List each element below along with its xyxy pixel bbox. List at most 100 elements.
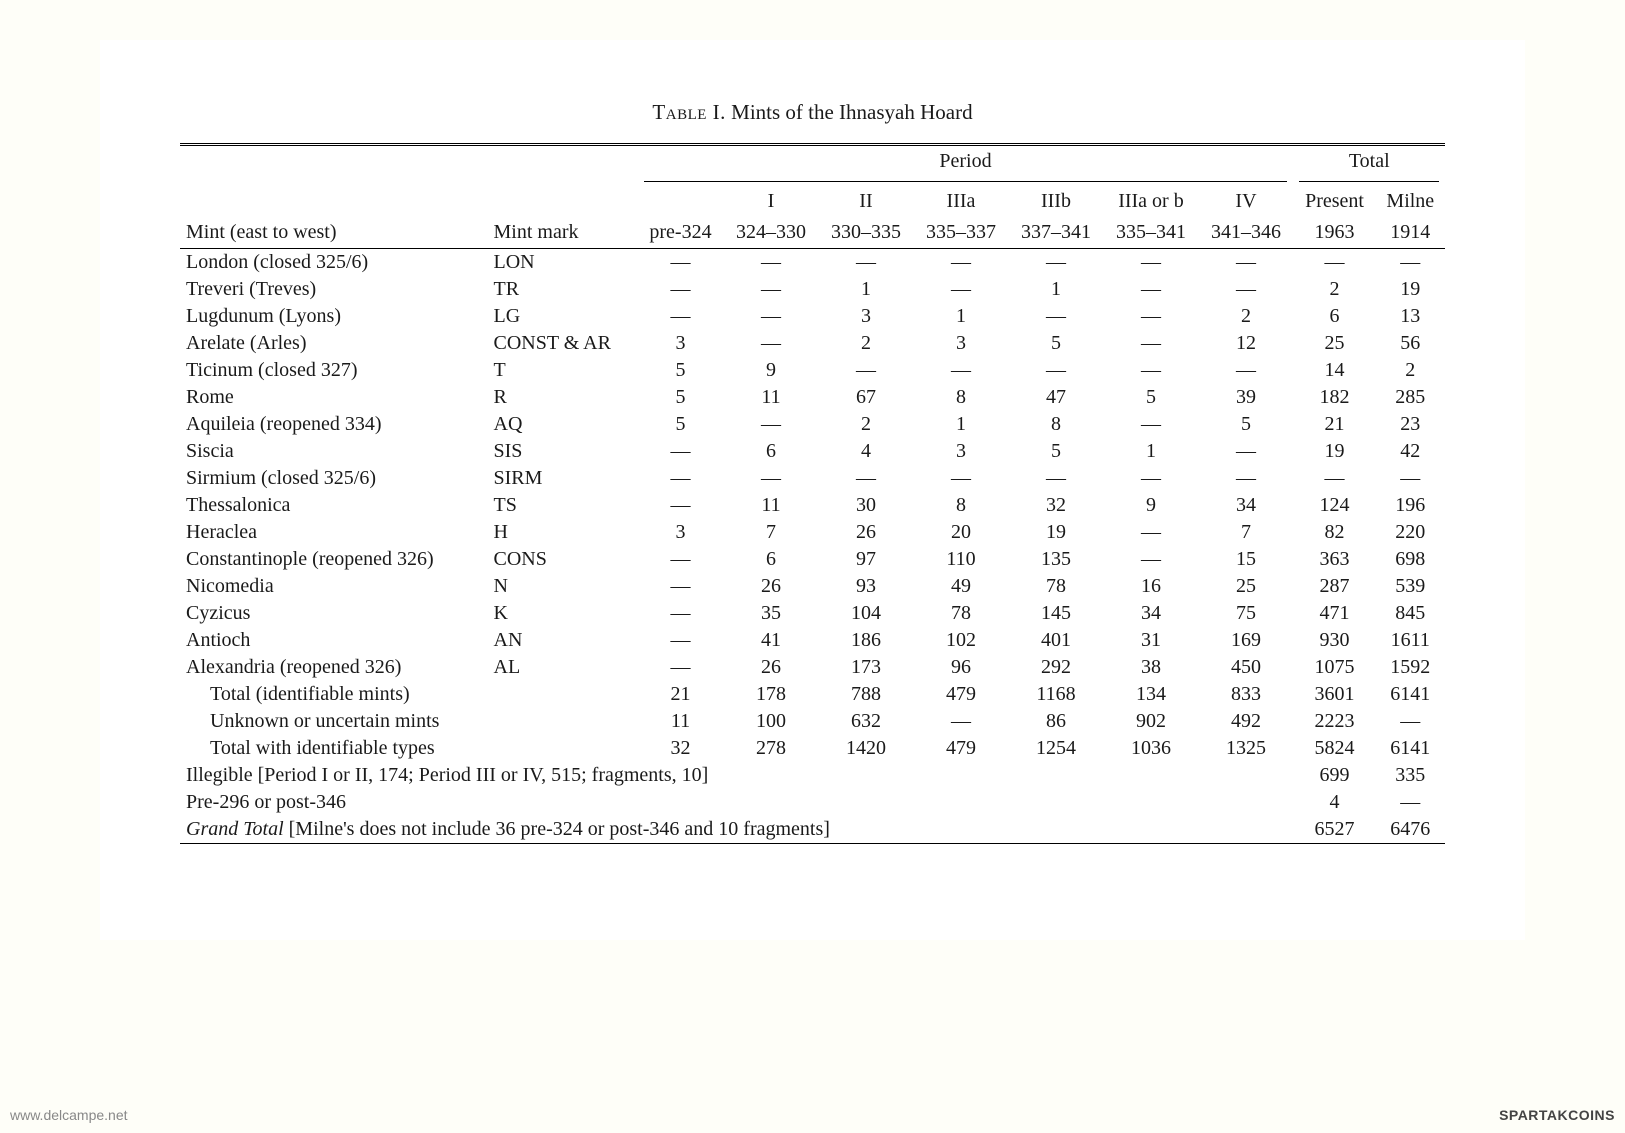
table-cell: Siscia xyxy=(180,438,488,465)
table-cell: 9 xyxy=(1103,492,1198,519)
table-cell: — xyxy=(1198,249,1293,277)
table-cell: 39 xyxy=(1198,384,1293,411)
table-cell: Total (identifiable mints) xyxy=(180,681,488,708)
table-cell: 42 xyxy=(1376,438,1445,465)
table-cell: 78 xyxy=(913,600,1008,627)
document-page: Table I. Mints of the Ihnasyah Hoard Per… xyxy=(100,40,1525,940)
summary-row: Total (identifiable mints)21178788479116… xyxy=(180,681,1445,708)
table-cell: TS xyxy=(488,492,638,519)
table-cell: — xyxy=(818,465,913,492)
table-cell: 5 xyxy=(1198,411,1293,438)
table-cell: — xyxy=(1103,330,1198,357)
table-cell: — xyxy=(638,276,724,303)
table-cell: — xyxy=(1293,465,1375,492)
table-cell: R xyxy=(488,384,638,411)
table-cell: 6 xyxy=(1293,303,1375,330)
table-cell: 492 xyxy=(1198,708,1293,735)
table-cell: 100 xyxy=(723,708,818,735)
col-head: Present xyxy=(1293,186,1375,217)
table-cell: 1 xyxy=(818,276,913,303)
table-cell: 32 xyxy=(638,735,724,762)
table-cell: — xyxy=(1008,303,1103,330)
table-row: RomeR51167847539182285 xyxy=(180,384,1445,411)
table-cell: 1254 xyxy=(1008,735,1103,762)
table-cell: 145 xyxy=(1008,600,1103,627)
header-group-row: Period Total xyxy=(180,146,1445,177)
table-cell: — xyxy=(1103,519,1198,546)
table-cell: 34 xyxy=(1198,492,1293,519)
table-cell: 11 xyxy=(723,384,818,411)
summary-row: Unknown or uncertain mints11100632—86902… xyxy=(180,708,1445,735)
table-cell: 450 xyxy=(1198,654,1293,681)
table-cell: SIRM xyxy=(488,465,638,492)
col-head: IV xyxy=(1198,186,1293,217)
mark-header: Mint mark xyxy=(488,186,638,248)
table-cell: 1325 xyxy=(1198,735,1293,762)
table-cell xyxy=(488,708,638,735)
table-row: ThessalonicaTS—1130832934124196 xyxy=(180,492,1445,519)
table-cell: — xyxy=(723,330,818,357)
table-cell: Total with identifiable types xyxy=(180,735,488,762)
table-cell: 56 xyxy=(1376,330,1445,357)
table-cell: 97 xyxy=(818,546,913,573)
table-cell: 2 xyxy=(818,330,913,357)
table-cell: 1420 xyxy=(818,735,913,762)
table-cell: 23 xyxy=(1376,411,1445,438)
table-cell: — xyxy=(638,249,724,277)
table-cell: 6476 xyxy=(1376,816,1445,843)
table-cell: 6141 xyxy=(1376,735,1445,762)
table-cell: 14 xyxy=(1293,357,1375,384)
table-cell: 5 xyxy=(1103,384,1198,411)
table-cell: Treveri (Treves) xyxy=(180,276,488,303)
table-cell: 278 xyxy=(723,735,818,762)
table-cell: 1 xyxy=(1008,276,1103,303)
table-cell: 5824 xyxy=(1293,735,1375,762)
table-cell: — xyxy=(638,627,724,654)
table-cell: — xyxy=(1376,708,1445,735)
table-row: Treveri (Treves)TR——1—1——219 xyxy=(180,276,1445,303)
span-row: Grand Total [Milne's does not include 36… xyxy=(180,816,1445,843)
table-cell: — xyxy=(1103,357,1198,384)
table-cell: 34 xyxy=(1103,600,1198,627)
table-cell: 12 xyxy=(1198,330,1293,357)
table-cell: — xyxy=(1103,546,1198,573)
table-row: Ticinum (closed 327)T59—————142 xyxy=(180,357,1445,384)
table-cell: 1168 xyxy=(1008,681,1103,708)
table-cell: 67 xyxy=(818,384,913,411)
col-sub: 330–335 xyxy=(818,217,913,248)
table-cell: 471 xyxy=(1293,600,1375,627)
table-cell: — xyxy=(818,357,913,384)
period-group-header: Period xyxy=(638,146,1294,177)
table-cell: — xyxy=(723,465,818,492)
table-cell: 19 xyxy=(1008,519,1103,546)
table-cell: Ticinum (closed 327) xyxy=(180,357,488,384)
col-sub: 335–337 xyxy=(913,217,1008,248)
col-head: IIIb xyxy=(1008,186,1103,217)
table-cell: 110 xyxy=(913,546,1008,573)
table-cell: — xyxy=(1376,249,1445,277)
table-cell: — xyxy=(638,573,724,600)
table-cell: — xyxy=(638,438,724,465)
table-cell: 32 xyxy=(1008,492,1103,519)
table-cell: AQ xyxy=(488,411,638,438)
table-cell: 699 xyxy=(1293,762,1375,789)
table-cell: — xyxy=(913,357,1008,384)
table-cell: 186 xyxy=(818,627,913,654)
table-cell: — xyxy=(1008,465,1103,492)
table-cell: 30 xyxy=(818,492,913,519)
table-cell: 9 xyxy=(723,357,818,384)
table-cell: 3 xyxy=(913,330,1008,357)
table-cell: 3 xyxy=(638,519,724,546)
table-cell: London (closed 325/6) xyxy=(180,249,488,277)
table-cell: — xyxy=(638,303,724,330)
table-cell: 788 xyxy=(818,681,913,708)
table-cell: Nicomedia xyxy=(180,573,488,600)
col-sub: 1914 xyxy=(1376,217,1445,248)
col-sub: 341–346 xyxy=(1198,217,1293,248)
table-cell: 6527 xyxy=(1293,816,1375,843)
col-head: IIIa or b xyxy=(1103,186,1198,217)
table-cell: 93 xyxy=(818,573,913,600)
table-cell: 4 xyxy=(1293,789,1375,816)
table-cell: 3 xyxy=(913,438,1008,465)
table-cell: — xyxy=(913,249,1008,277)
